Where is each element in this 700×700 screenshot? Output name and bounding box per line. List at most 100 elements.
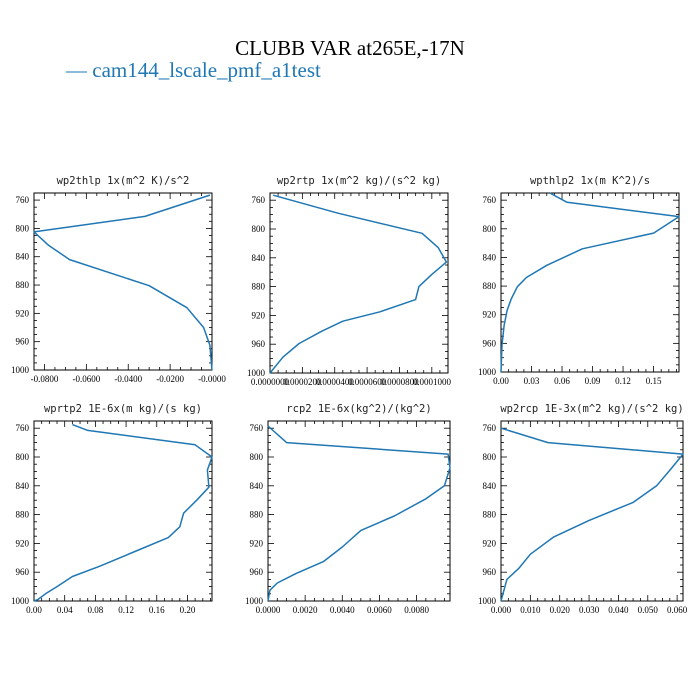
panel-rcp2: rcp2 1E-6x(kg^2)/(kg^2) 760 800 840 880 920 96…: [245, 403, 451, 615]
y-tick-label: 1000: [11, 596, 30, 606]
x-tick-label: -0.0400: [114, 374, 142, 384]
y-tick-label: 760: [250, 423, 264, 433]
panel-title: wprtp2 1E-6x(m kg)/(s kg): [44, 403, 202, 415]
y-tick-label: 1000: [247, 368, 266, 378]
y-tick-label: 800: [250, 452, 264, 462]
x-tick-label: 0.04: [57, 605, 73, 615]
panel-title: wp2rtp 1x(m^2 kg)/(s^2 kg): [277, 175, 441, 187]
y-tick-label: 800: [16, 223, 30, 233]
y-tick-label: 920: [252, 310, 266, 320]
y-tick-label: 840: [16, 252, 30, 262]
x-tick-label: 0.0001000: [413, 377, 452, 387]
y-tick-label: 920: [250, 538, 264, 548]
y-tick-label: 800: [483, 452, 497, 462]
x-tick-label: 0.060: [667, 605, 688, 615]
x-tick-label: 0.0000: [256, 605, 281, 615]
series-line: [500, 192, 680, 373]
y-tick-label: 840: [483, 481, 497, 491]
x-tick-label: 0.0000600: [348, 377, 387, 387]
plot-frame: [500, 192, 680, 373]
y-tick-label: 800: [16, 452, 30, 462]
x-tick-label: 0.00: [493, 376, 509, 386]
x-tick-label: 0.050: [638, 605, 659, 615]
legend-label: cam144_lscale_pmf_a1test: [92, 58, 321, 82]
series-line: [500, 427, 684, 602]
panel-title: rcp2 1E-6x(kg^2)/(kg^2): [286, 403, 431, 415]
panel-wprtp2: wprtp2 1E-6x(m kg)/(s kg) 760 800 840 880 920…: [11, 403, 213, 615]
x-tick-label: 0.0040: [330, 605, 355, 615]
y-tick-label: 840: [483, 252, 497, 262]
y-tick-label: 960: [250, 567, 264, 577]
plot-frame: [267, 420, 451, 602]
y-tick-label: 760: [483, 423, 497, 433]
y-tick-label: 880: [250, 510, 264, 520]
y-tick-label: 960: [16, 337, 30, 347]
x-tick-label: 0.09: [585, 376, 601, 386]
panel-wp2thlp: wp2thlp 1x(m^2 K)/s^2 760 800 840 880 920 960 1…: [11, 175, 226, 384]
y-tick-label: 1000: [478, 367, 497, 377]
y-tick-label: 760: [252, 195, 266, 205]
x-tick-label: 0.010: [520, 605, 541, 615]
x-tick-label: 0.06: [554, 376, 570, 386]
legend-line-marker: —: [66, 58, 87, 82]
x-tick-label: 0.12: [615, 376, 631, 386]
y-tick-label: 880: [483, 281, 497, 291]
series-line: [269, 194, 448, 374]
panel-wp2rcp: wp2rcp 1E-3x(m^2 kg)/(s^2 kg)760 800 840 88…: [478, 403, 688, 615]
x-tick-label: -0.0200: [156, 374, 184, 384]
series-line: [33, 423, 213, 602]
y-tick-label: 880: [483, 510, 497, 520]
y-tick-label: 840: [250, 481, 264, 491]
x-tick-label: 0.0000000: [251, 377, 290, 387]
y-tick-label: 1000: [245, 596, 264, 606]
x-tick-label: -0.0600: [72, 374, 100, 384]
y-tick-label: 920: [16, 538, 30, 548]
x-tick-label: 0.0080: [404, 605, 429, 615]
panel-wp2rtp: wp2rtp 1x(m^2 kg)/(s^2 kg) 760 800 840 880 92…: [247, 175, 451, 387]
y-tick-label: 920: [483, 310, 497, 320]
x-tick-label: 0.00: [26, 605, 42, 615]
x-tick-label: -0.0800: [31, 374, 59, 384]
x-tick-label: 0.03: [524, 376, 540, 386]
y-tick-label: 800: [252, 224, 266, 234]
y-tick-label: 960: [483, 567, 497, 577]
x-tick-label: 0.0000400: [316, 377, 355, 387]
x-tick-label: 0.0060: [367, 605, 392, 615]
series-line: [33, 194, 213, 371]
x-tick-label: 0.12: [118, 605, 134, 615]
y-tick-label: 960: [252, 339, 266, 349]
y-tick-label: 880: [16, 280, 30, 290]
y-tick-label: 800: [483, 224, 497, 234]
y-tick-label: 760: [16, 423, 30, 433]
y-tick-label: 920: [483, 538, 497, 548]
y-tick-label: 1000: [478, 596, 497, 606]
panel-title: wp2thlp 1x(m^2 K)/s^2: [57, 175, 190, 187]
x-tick-label: 0.0000200: [283, 377, 322, 387]
panel-wpthlp2: wpthlp2 1x(m K^2)/s 760 800 840 880 920 960 100…: [478, 175, 680, 386]
y-tick-label: 920: [16, 308, 30, 318]
x-tick-label: 0.0000800: [380, 377, 419, 387]
y-tick-label: 760: [483, 195, 497, 205]
y-tick-label: 880: [16, 510, 30, 520]
x-tick-label: 0.20: [180, 605, 196, 615]
x-tick-label: 0.000: [491, 605, 512, 615]
y-tick-label: 880: [252, 282, 266, 292]
x-tick-label: 0.0020: [293, 605, 318, 615]
legend: — cam144_lscale_pmf_a1test: [66, 58, 321, 83]
x-tick-label: 0.08: [88, 605, 104, 615]
y-tick-label: 960: [483, 338, 497, 348]
y-tick-label: 760: [16, 195, 30, 205]
x-tick-label: 0.040: [608, 605, 629, 615]
y-tick-label: 840: [252, 253, 266, 263]
figure-title: CLUBB VAR at265E,-17N: [235, 36, 465, 60]
x-tick-label: 0.030: [579, 605, 600, 615]
y-tick-label: 840: [16, 481, 30, 491]
x-tick-label: -0.0000: [198, 374, 226, 384]
plot-frame: [33, 192, 213, 371]
series-line: [267, 425, 451, 602]
y-tick-label: 1000: [11, 365, 30, 375]
panel-title: wpthlp2 1x(m K^2)/s: [530, 175, 650, 187]
plot-frame: [500, 420, 684, 602]
plot-frame: [33, 420, 213, 602]
